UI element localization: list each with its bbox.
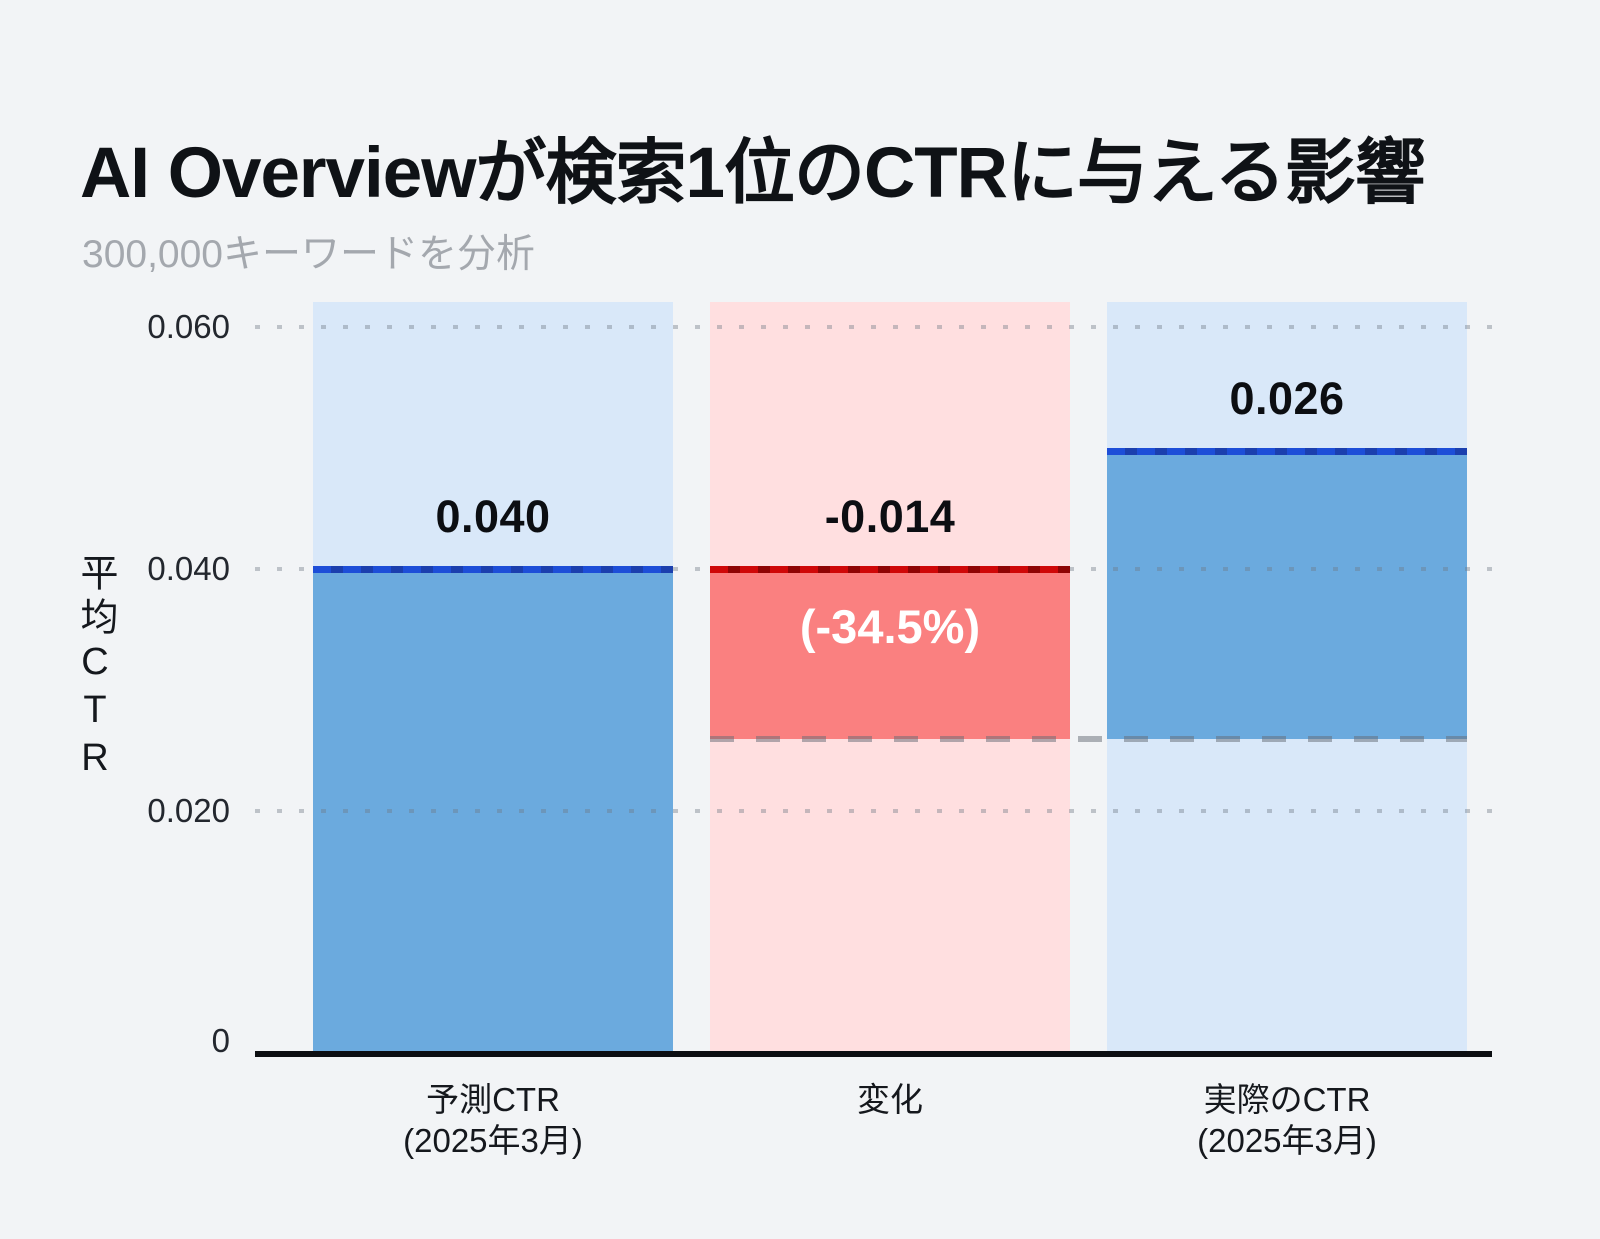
x-axis-label-line1: 変化 (857, 1081, 923, 1118)
bar-value-line (710, 566, 1070, 574)
gridline (255, 325, 1492, 330)
bar-value-label: 0.026 (1229, 372, 1345, 424)
x-axis-category-label: 予測CTR (2025年3月) (313, 1079, 673, 1161)
x-axis-category-label: 実際のCTR (2025年3月) (1107, 1079, 1467, 1161)
x-axis-label-line2: (2025年3月) (1197, 1122, 1377, 1159)
change-connector-line (710, 735, 1467, 742)
bar-inner-label: (-34.5%) (799, 600, 981, 654)
chart-title: AI Overviewが検索1位のCTRに与える影響 (80, 133, 1426, 213)
y-tick-label: 0 (211, 1022, 230, 1059)
bar-segment (710, 569, 1070, 739)
y-tick-label: 0.020 (147, 792, 230, 830)
x-axis-label-line1: 実際のCTR (1203, 1081, 1371, 1118)
gridline (255, 809, 1492, 814)
bar-value-line (313, 566, 673, 574)
x-axis-line (255, 1051, 1492, 1057)
chart-subtitle: 300,000キーワードを分析 (82, 233, 535, 276)
bar-segment (313, 569, 673, 1053)
bar-segment (1107, 450, 1467, 739)
bar-value-label: -0.014 (824, 491, 956, 543)
y-axis-title: 平均CTR (74, 553, 116, 785)
plot-area: 0 0.020 0.040 0.060 0.040 予測CTR (2025年3月) -0.01… (147, 302, 1492, 1159)
y-tick-label: 0.040 (147, 550, 230, 588)
bar-value-line (1107, 447, 1467, 455)
bar-value-label: 0.040 (435, 491, 551, 543)
x-axis-label-line1: 予測CTR (426, 1081, 560, 1118)
x-axis-label-line2: (2025年3月) (403, 1122, 583, 1159)
x-axis-category-label: 変化 (710, 1079, 1070, 1120)
y-tick-label: 0.060 (147, 308, 230, 346)
